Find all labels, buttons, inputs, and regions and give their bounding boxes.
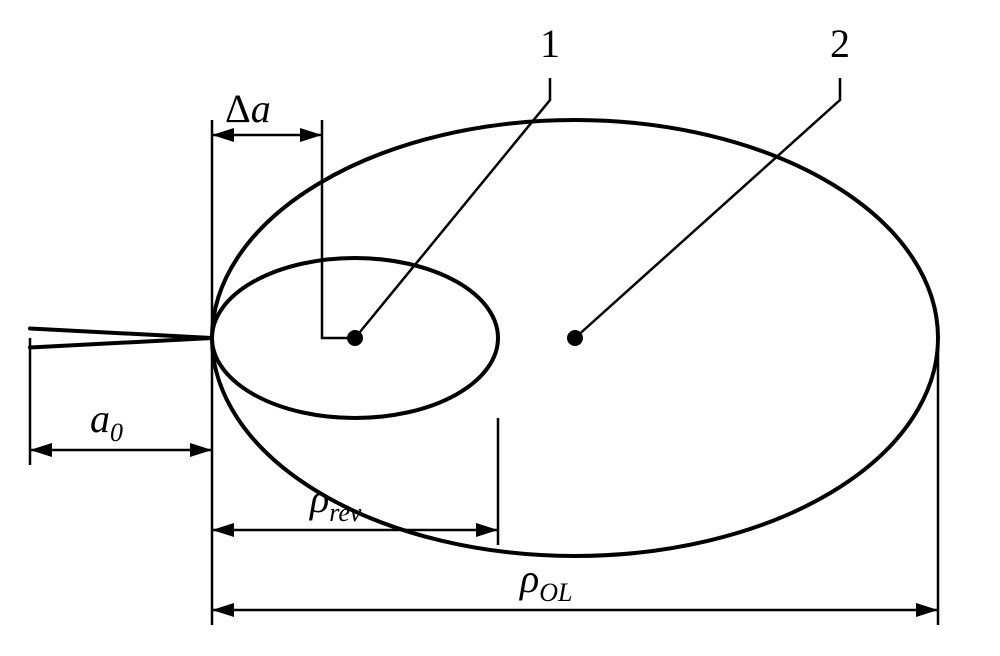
crack-lower-flank: [30, 338, 212, 348]
dim-rho-rev-arrow-right: [476, 523, 498, 537]
dim-rho-ol-arrow-left: [212, 603, 234, 617]
leader-line-1: [355, 78, 550, 338]
label-rho-rev: ρrev: [310, 475, 361, 528]
callout-number-1: 1: [540, 20, 560, 67]
label-a0: a0: [90, 395, 123, 448]
dim-a0-arrow-left: [30, 443, 52, 457]
crack-upper-flank: [30, 328, 212, 338]
callout-number-2: 2: [830, 20, 850, 67]
diagram-svg: [0, 0, 1000, 656]
ext-delta-a-right: [322, 120, 355, 338]
dim-a0-arrow-right: [190, 443, 212, 457]
dim-rho-rev-arrow-left: [212, 523, 234, 537]
dim-rho-ol-arrow-right: [916, 603, 938, 617]
leader-line-2: [575, 78, 840, 338]
label-rho-ol: ρOL: [520, 555, 572, 608]
label-delta-a: Δa: [225, 85, 271, 132]
dim-delta-a-arrow-right: [300, 128, 322, 142]
diagram-stage: 1 2 Δa a0 ρrev ρOL: [0, 0, 1000, 656]
